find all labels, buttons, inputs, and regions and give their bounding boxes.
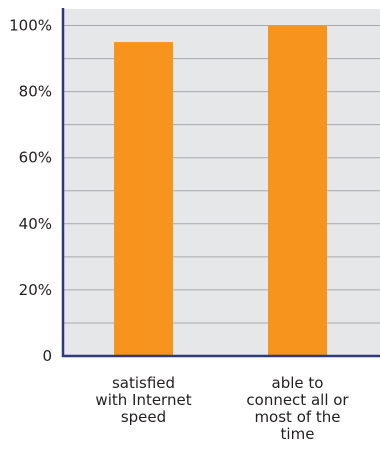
x-category-label-line: time — [281, 425, 315, 443]
x-category-label-line: speed — [121, 408, 166, 426]
x-category-label-line: connect all or — [246, 391, 349, 409]
y-axis-tick-labels: 0 20% 40% 60% 80% 100% — [9, 17, 52, 365]
x-category-label-line: most of the — [254, 408, 340, 426]
x-category-label-line: with Internet — [95, 391, 191, 409]
y-tick-label: 60% — [19, 149, 52, 167]
x-axis-category-labels: satisfied with Internet speed able to connec… — [95, 374, 349, 443]
y-tick-label: 100% — [9, 17, 52, 35]
x-category-label: satisfied with Internet speed — [95, 374, 191, 426]
y-tick-label: 0 — [42, 347, 52, 365]
bar-1 — [114, 42, 173, 357]
bars — [114, 25, 327, 357]
y-tick-label: 20% — [19, 281, 52, 299]
x-category-label-line: satisfied — [112, 374, 175, 392]
plot-area — [63, 9, 380, 356]
y-tick-label: 40% — [19, 215, 52, 233]
axes — [61, 8, 380, 358]
x-category-label: able to connect all or most of the time — [246, 374, 349, 443]
y-tick-label: 80% — [19, 83, 52, 101]
x-category-label-line: able to — [272, 374, 324, 392]
bar-2 — [268, 25, 327, 357]
